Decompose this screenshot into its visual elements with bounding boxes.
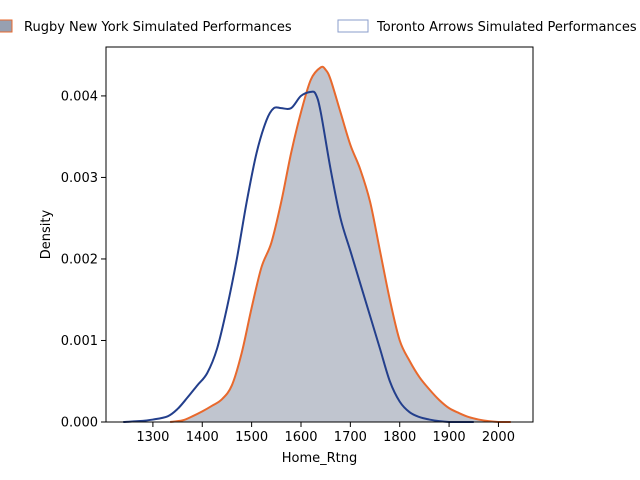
legend: Rugby New York Simulated Performances To… (0, 19, 637, 35)
x-tick-label-1700: 1700 (334, 430, 367, 445)
x-tick-label-1500: 1500 (235, 430, 268, 445)
y-tick-label-0.001: 0.001 (61, 334, 98, 349)
x-tick-label-1300: 1300 (136, 430, 169, 445)
series-line-toronto-arrows-simulated-performances (123, 90, 474, 424)
y-axis-label: Density (39, 209, 54, 259)
x-tick-label-1400: 1400 (186, 430, 219, 445)
x-tick-label-1600: 1600 (284, 430, 317, 445)
y-tick-label-0.000: 0.000 (61, 416, 98, 431)
y-tick-label-0.002: 0.002 (61, 252, 98, 267)
axes-frame (105, 46, 534, 423)
legend-label-toronto-arrows: Toronto Arrows Simulated Performances (376, 20, 637, 35)
x-tick-label-2000: 2000 (482, 430, 515, 445)
plot-area: 1300 1400 1500 1600 1700 1800 1900 2000 0.000 0.0… (61, 46, 534, 445)
series-area-rugby-new-york-simulated-performances (170, 66, 511, 422)
y-tick-label-0.004: 0.004 (61, 89, 98, 104)
legend-swatch-rugby-new-york (0, 19, 13, 33)
legend-label-rugby-new-york: Rugby New York Simulated Performances (24, 20, 292, 35)
series-line-rugby-new-york-simulated-performances (170, 65, 511, 424)
x-tick-label-1900: 1900 (433, 430, 466, 445)
x-axis-label: Home_Rtng (282, 451, 358, 466)
y-tick-label-0.003: 0.003 (61, 171, 98, 186)
x-tick-label-1800: 1800 (383, 430, 416, 445)
legend-swatch-toronto-arrows (337, 19, 369, 33)
